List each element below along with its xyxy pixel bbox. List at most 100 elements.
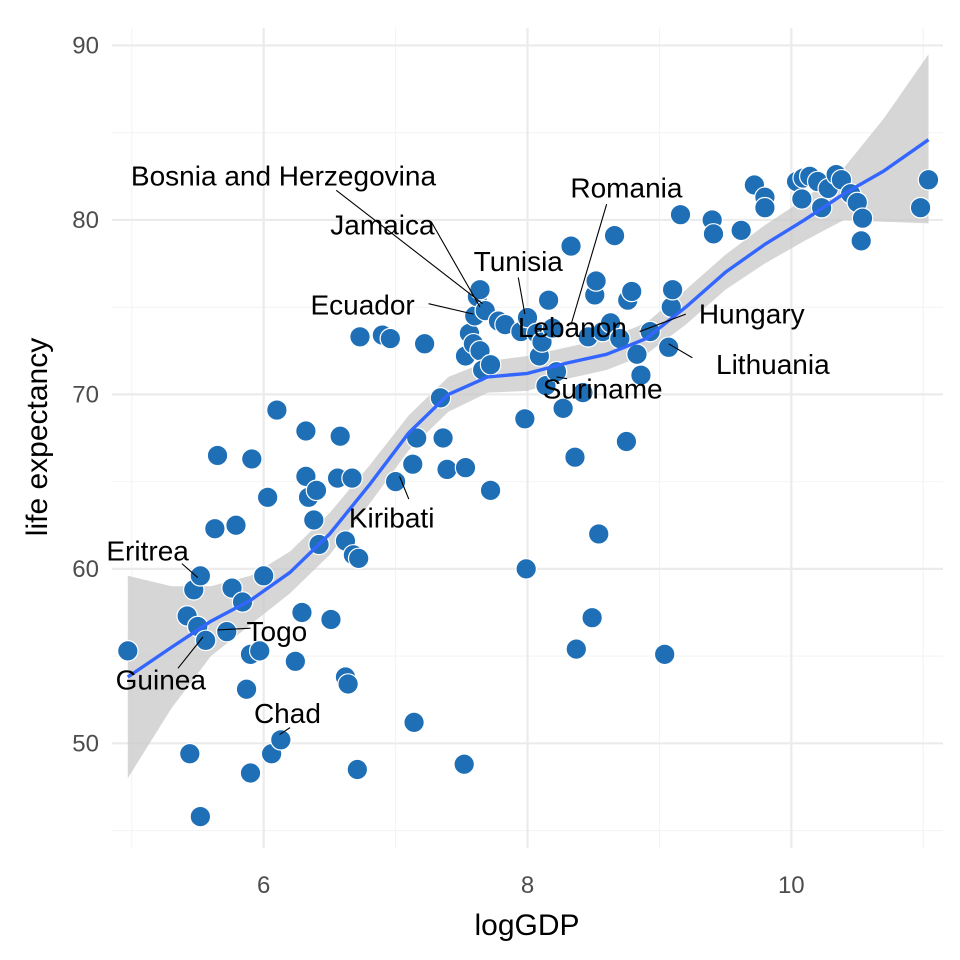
data-point: [515, 558, 537, 580]
data-point: [479, 479, 502, 502]
point-label: Guinea: [116, 665, 207, 696]
data-point: [215, 620, 238, 643]
data-point: [225, 514, 247, 537]
data-point: [252, 565, 275, 587]
data-point: [626, 343, 648, 366]
data-point: [432, 427, 454, 449]
data-point: [429, 387, 452, 409]
data-point: [436, 458, 458, 481]
tick-layer: 6 8 10 50 60 70 80 90: [72, 32, 804, 899]
data-point: [117, 640, 139, 662]
data-point: [329, 425, 351, 448]
data-point: [581, 606, 603, 629]
annotation-leader-line: [538, 327, 542, 332]
data-point: [284, 650, 307, 673]
data-point: [572, 381, 594, 404]
data-point: [401, 453, 424, 475]
data-point: [657, 336, 680, 359]
data-point: [454, 456, 477, 479]
data-point: [241, 448, 263, 470]
annotation-leader-line: [181, 563, 199, 578]
annotation-leader-line: [430, 221, 481, 308]
point-label: Ecuador: [310, 290, 414, 321]
annotation-leader-line: [335, 189, 483, 305]
data-point: [248, 640, 271, 662]
point-label: Eritrea: [106, 536, 189, 567]
point-label: Chad: [254, 698, 321, 729]
data-point: [850, 230, 873, 252]
data-point: [413, 332, 436, 355]
data-point: [266, 399, 288, 421]
data-point: [702, 223, 725, 245]
data-point: [384, 470, 407, 493]
point-label: Lithuania: [716, 349, 830, 380]
data-point: [514, 408, 536, 430]
y-tick-label: 70: [72, 381, 99, 408]
data-point: [620, 280, 643, 303]
data-point: [291, 601, 313, 624]
data-point: [541, 317, 564, 339]
data-point: [754, 196, 776, 219]
points-layer: [117, 163, 940, 828]
y-tick-label: 60: [72, 556, 99, 583]
data-point: [537, 289, 560, 311]
data-point: [565, 638, 588, 660]
annotation-leader-line: [570, 204, 608, 325]
data-point: [917, 168, 940, 191]
data-point: [851, 207, 874, 229]
y-tick-label: 50: [72, 730, 99, 757]
annotation-leader-line: [217, 627, 251, 631]
data-point: [346, 758, 369, 781]
data-point: [239, 762, 262, 784]
annotation-leader-line: [639, 313, 686, 333]
point-label: Jamaica: [330, 209, 435, 240]
data-point: [189, 565, 212, 587]
data-point: [194, 629, 217, 652]
annotation-leader-line: [428, 303, 474, 315]
data-point: [189, 805, 212, 828]
data-point: [270, 729, 292, 751]
point-label: Lebanon: [518, 312, 627, 343]
smooth-line: [126, 138, 930, 679]
point-label: Togo: [247, 616, 308, 647]
data-point: [552, 397, 574, 420]
data-point: [337, 673, 359, 695]
y-tick-label: 90: [72, 32, 99, 59]
data-point: [615, 430, 638, 453]
data-point: [320, 608, 342, 631]
smooth-layer: [126, 138, 930, 679]
data-point: [661, 278, 684, 301]
data-point: [179, 742, 201, 765]
data-point: [295, 420, 317, 442]
point-label: Hungary: [699, 298, 805, 329]
data-point: [379, 327, 402, 350]
point-label: Tunisia: [474, 246, 564, 277]
data-point: [469, 278, 491, 301]
annotation-leader-line: [668, 343, 693, 359]
data-point: [235, 678, 258, 701]
data-point: [587, 523, 610, 545]
data-point: [349, 326, 371, 348]
data-point: [479, 353, 502, 376]
data-point: [730, 219, 752, 242]
data-point: [585, 270, 607, 292]
x-tick-label: 8: [521, 872, 534, 899]
point-label: Romania: [570, 173, 682, 204]
data-point: [256, 486, 279, 509]
data-point: [305, 479, 328, 502]
data-point: [204, 517, 226, 540]
x-tick-label: 10: [778, 872, 805, 899]
data-point: [341, 467, 363, 489]
data-point: [603, 224, 626, 247]
data-point: [347, 547, 370, 570]
point-label: Kiribati: [349, 502, 435, 533]
point-label: Suriname: [543, 373, 663, 404]
data-point: [564, 446, 586, 468]
y-tick-label: 80: [72, 207, 99, 234]
annotation-leader-line: [399, 476, 410, 500]
data-point: [206, 444, 229, 467]
x-axis-title: logGDP: [474, 909, 579, 942]
data-point: [909, 196, 932, 219]
data-point: [669, 203, 692, 226]
